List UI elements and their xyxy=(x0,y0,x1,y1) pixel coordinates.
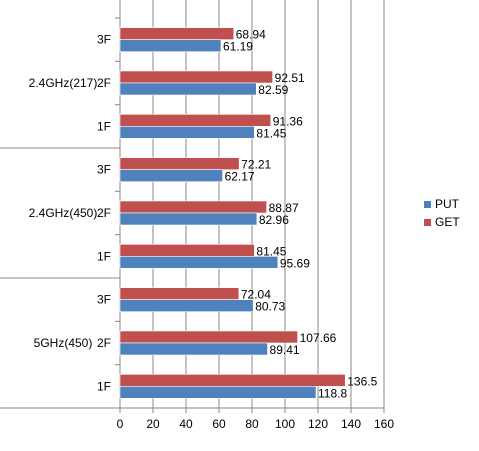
y-category-label: 2F xyxy=(97,76,111,90)
x-tick-label-100: 100 xyxy=(275,417,295,431)
bar-get xyxy=(119,27,235,40)
data-label-put: 61.19 xyxy=(223,40,253,54)
y-category-label: 3F xyxy=(97,293,111,307)
data-label-get: 91.36 xyxy=(273,114,303,128)
data-label-put: 95.69 xyxy=(280,256,310,270)
data-label-put: 89.41 xyxy=(270,343,300,357)
y-category-label: 2F xyxy=(97,336,111,350)
x-tick-label-160: 160 xyxy=(374,417,394,431)
x-tick-label-120: 120 xyxy=(308,417,328,431)
data-label-get: 92.51 xyxy=(275,71,305,85)
bar-put xyxy=(119,82,257,96)
x-tick-label-0: 0 xyxy=(117,417,124,431)
bar-put xyxy=(119,126,255,139)
bar-put xyxy=(119,342,268,356)
data-label-put: 80.73 xyxy=(255,300,285,314)
x-tick-label-60: 60 xyxy=(212,417,226,431)
bar-put xyxy=(119,256,279,269)
data-label-put: 82.96 xyxy=(259,213,289,227)
legend-label-get: GET xyxy=(435,215,460,229)
data-label-put: 62.17 xyxy=(225,170,255,184)
legend-swatch-get xyxy=(424,219,431,226)
data-label-put: 82.59 xyxy=(258,83,288,97)
y-group-label: 2.4GHz(450) xyxy=(29,206,98,220)
data-label-get: 68.94 xyxy=(236,28,266,42)
y-category-label: 1F xyxy=(97,119,111,133)
bar-put xyxy=(119,169,223,182)
data-label-get: 136.5 xyxy=(347,374,377,388)
y-group-label: 5GHz(450) xyxy=(34,336,93,350)
x-tick-label-80: 80 xyxy=(245,417,259,431)
bar-get xyxy=(119,114,272,127)
data-label-get: 107.66 xyxy=(300,331,337,345)
data-label-put: 81.45 xyxy=(256,126,286,140)
legend-label-put: PUT xyxy=(435,197,460,211)
x-tick-label-140: 140 xyxy=(341,417,361,431)
x-tick-label-20: 20 xyxy=(146,417,160,431)
y-category-label: 3F xyxy=(97,163,111,177)
bar-get xyxy=(119,287,240,300)
y-category-label: 1F xyxy=(97,379,111,393)
data-label-get: 81.45 xyxy=(256,244,286,258)
data-label-get: 88.87 xyxy=(269,201,299,215)
y-category-label: 3F xyxy=(97,33,111,47)
bar-get xyxy=(119,200,267,214)
bar-get xyxy=(119,330,298,344)
bar-get xyxy=(119,70,273,84)
bar-put xyxy=(119,39,222,52)
data-label-get: 72.04 xyxy=(241,288,271,302)
bar-get xyxy=(119,244,255,257)
bar-get xyxy=(119,374,346,387)
x-tick-label-40: 40 xyxy=(179,417,193,431)
y-category-label: 2F xyxy=(97,206,111,220)
data-label-get: 72.21 xyxy=(241,158,271,172)
data-label-put: 118.8 xyxy=(318,386,347,400)
bar-get xyxy=(119,157,240,170)
y-group-label: 2.4GHz(217) xyxy=(29,76,98,90)
bar-put xyxy=(119,212,258,226)
y-category-label: 1F xyxy=(97,249,111,263)
bar-put xyxy=(119,299,254,312)
legend-swatch-put xyxy=(424,201,431,208)
bar-put xyxy=(119,386,317,399)
